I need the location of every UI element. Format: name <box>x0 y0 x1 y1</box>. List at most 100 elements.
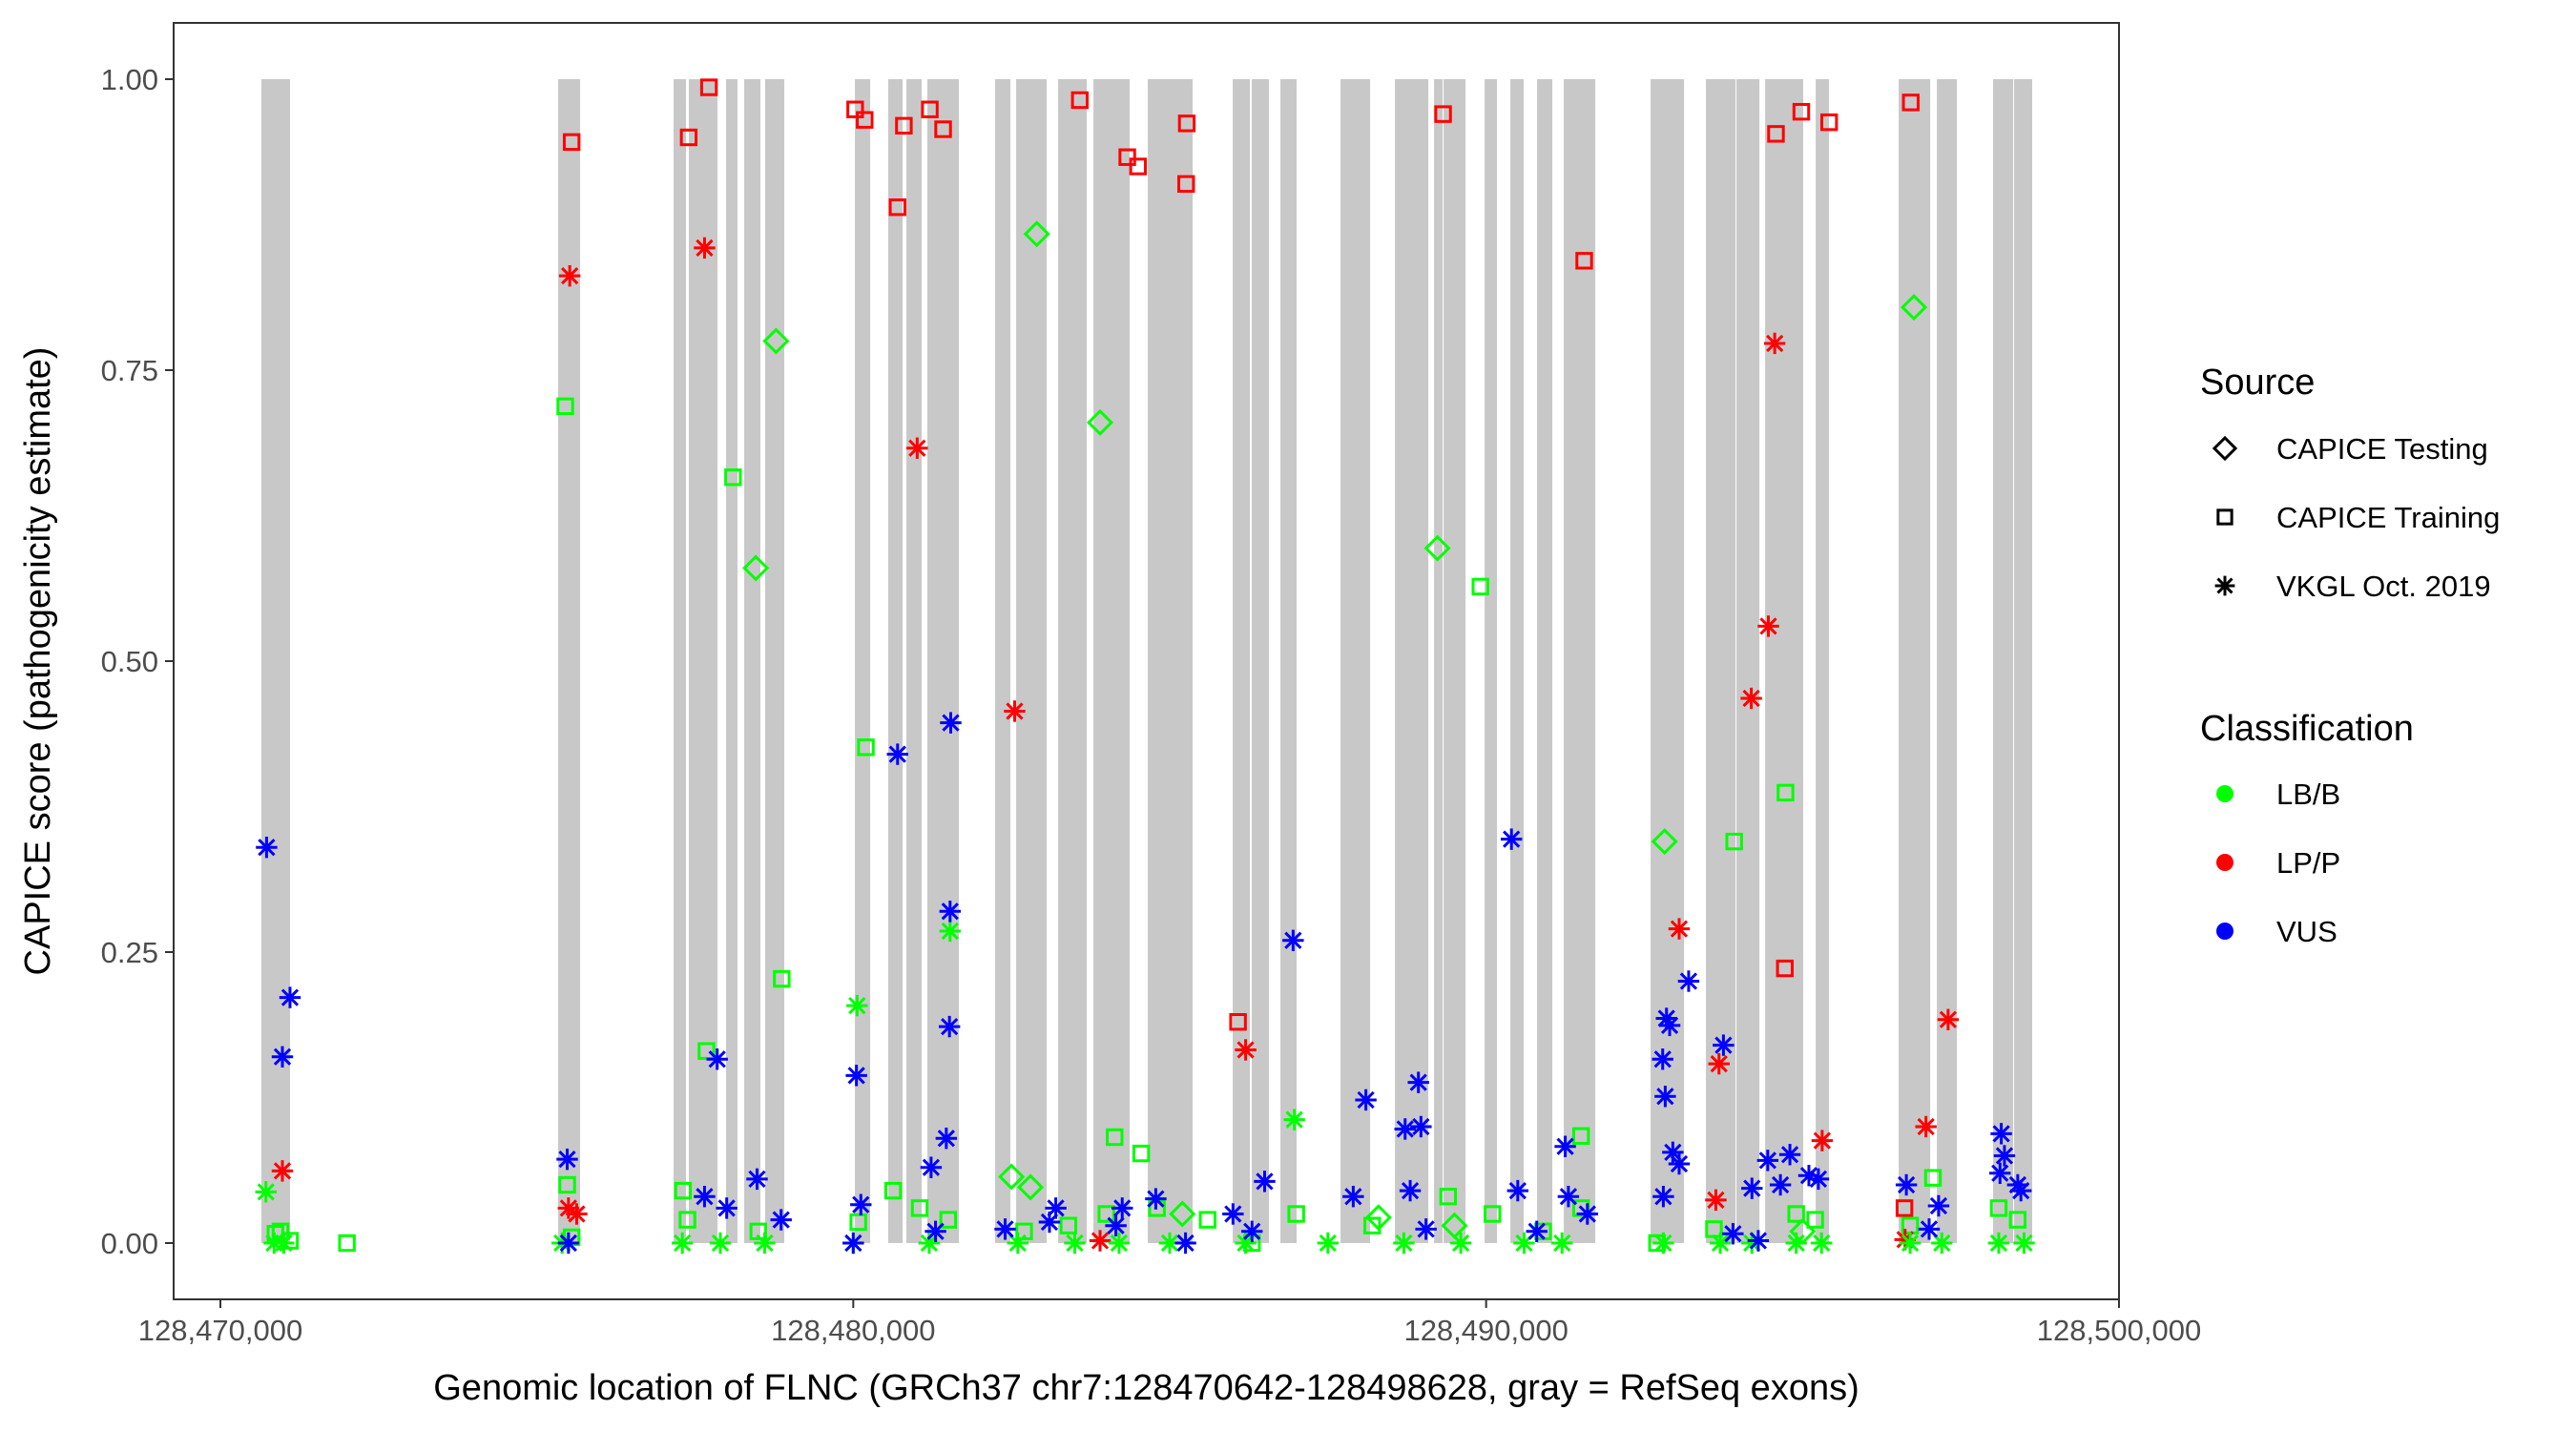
data-point-vkgl-vus-2 <box>271 1046 294 1068</box>
exon-band-20 <box>1340 79 1371 1243</box>
exon-band-26 <box>1537 79 1553 1243</box>
data-points <box>255 78 2035 1255</box>
data-point-training-lbb-22 <box>910 1199 929 1217</box>
data-point-vkgl-lpp-11 <box>1915 1115 1937 1138</box>
legend-label-training: CAPICE Training <box>2276 501 2500 534</box>
exon-band-10 <box>906 79 923 1243</box>
exon-band-21 <box>1395 79 1429 1243</box>
data-point-training-lpp-15 <box>1575 252 1593 270</box>
data-point-vkgl-vus-45 <box>1652 1048 1673 1070</box>
exon-band-12 <box>995 79 1011 1243</box>
data-point-vkgl-vus-24 <box>1105 1214 1127 1236</box>
data-point-training-lbb-31 <box>1439 1188 1458 1206</box>
data-point-vkgl-lbb-0 <box>255 1181 277 1203</box>
data-point-vkgl-lbb-21 <box>1551 1232 1573 1255</box>
data-point-vkgl-vus-11 <box>940 712 962 734</box>
data-point-vkgl-lpp-16 <box>566 1203 588 1225</box>
x-axis-title: Genomic location of FLNC (GRCh37 chr7:12… <box>433 1368 1859 1408</box>
legend: Source CAPICE Testing CAPICE Training VKGL… <box>2200 363 2500 948</box>
data-point-vkgl-vus-57 <box>1769 1173 1792 1196</box>
data-point-vkgl-vus-7 <box>716 1197 737 1219</box>
data-point-vkgl-vus-51 <box>1652 1186 1674 1208</box>
exon-band-6 <box>744 79 761 1243</box>
data-point-vkgl-vus-31 <box>1342 1186 1364 1208</box>
data-point-training-lbb-28 <box>1198 1211 1216 1229</box>
data-point-vkgl-vus-15 <box>920 1156 943 1178</box>
data-point-vkgl-vus-46 <box>1654 1086 1676 1108</box>
data-point-training-lbb-10 <box>1776 783 1795 802</box>
exon-band-23 <box>1444 79 1466 1243</box>
data-point-vkgl-lpp-0 <box>558 264 581 287</box>
data-point-vkgl-vus-14 <box>935 1128 958 1150</box>
legend-key-testing <box>2212 435 2238 462</box>
data-point-training-lpp-6 <box>895 116 913 135</box>
data-point-vkgl-lbb-5 <box>273 1232 295 1255</box>
data-point-training-lbb-41 <box>338 1234 356 1253</box>
data-point-vkgl-vus-43 <box>1576 1203 1598 1225</box>
data-point-training-lpp-3 <box>846 100 864 118</box>
data-point-vkgl-vus-12 <box>939 901 962 923</box>
data-point-vkgl-vus-25 <box>1145 1188 1167 1210</box>
x-tick-label: 128,470,000 <box>138 1314 302 1347</box>
data-point-vkgl-vus-53 <box>1741 1177 1763 1199</box>
data-point-vkgl-vus-47 <box>1658 1014 1681 1037</box>
legend-source-items: CAPICE Testing CAPICE Training VKGL Oct. 2… <box>2212 432 2500 603</box>
data-point-vkgl-vus-56 <box>1797 1165 1820 1187</box>
data-point-vkgl-vus-59 <box>1895 1173 1918 1196</box>
legend-key-vus <box>2216 923 2233 940</box>
data-point-training-lbb-21 <box>883 1181 903 1200</box>
exon-band-34 <box>1937 79 1958 1243</box>
y-tick-label: 0.25 <box>101 936 158 969</box>
data-point-vkgl-lbb-26 <box>1811 1232 1833 1255</box>
data-point-vkgl-vus-35 <box>1410 1115 1432 1138</box>
data-point-vkgl-vus-30 <box>1241 1220 1263 1242</box>
exon-band-28 <box>1651 79 1685 1243</box>
data-point-training-lbb-23 <box>939 1211 958 1229</box>
exon-band-17 <box>1233 79 1251 1243</box>
exon-band-1 <box>260 79 291 1243</box>
data-point-training-lbb-1 <box>724 468 742 487</box>
exon-band-33 <box>1899 79 1931 1243</box>
legend-label-testing: CAPICE Testing <box>2276 432 2488 466</box>
data-point-vkgl-vus-42 <box>1557 1186 1580 1208</box>
data-point-training-lbb-18 <box>678 1211 696 1229</box>
legend-key-lpp <box>2216 854 2233 871</box>
data-point-training-lpp-11 <box>1129 157 1148 176</box>
y-axis: 0.00 0.25 0.50 0.75 1.00 <box>101 63 174 1260</box>
data-point-vkgl-vus-60 <box>1927 1194 1950 1217</box>
y-tick-label: 1.00 <box>101 63 158 96</box>
exon-band-5 <box>726 79 738 1243</box>
data-point-training-lbb-25 <box>1059 1216 1078 1234</box>
data-point-vkgl-vus-55 <box>1778 1144 1801 1166</box>
data-point-vkgl-lbb-7 <box>672 1232 694 1255</box>
data-point-vkgl-vus-26 <box>1174 1232 1196 1255</box>
data-point-vkgl-lpp-4 <box>1235 1039 1257 1061</box>
data-point-training-lbb-39 <box>1989 1199 2008 1217</box>
exon-band-13 <box>1016 79 1048 1243</box>
exon-band-19 <box>1280 79 1298 1243</box>
data-point-vkgl-vus-40 <box>1526 1220 1548 1242</box>
data-point-vkgl-lbb-18 <box>1393 1232 1415 1255</box>
legend-source-title: Source <box>2200 363 2315 403</box>
data-point-vkgl-lbb-8 <box>709 1232 732 1255</box>
data-point-vkgl-lpp-14 <box>271 1160 294 1182</box>
data-point-vkgl-vus-62 <box>1993 1145 2016 1167</box>
data-point-vkgl-lpp-1 <box>694 237 716 259</box>
data-point-training-lbb-0 <box>556 397 574 416</box>
data-point-vkgl-vus-23 <box>1111 1197 1133 1219</box>
data-point-training-lpp-7 <box>921 100 939 118</box>
data-point-training-lbb-4 <box>773 969 791 988</box>
exon-band-11 <box>927 79 960 1243</box>
data-point-training-lbb-24 <box>1015 1222 1033 1240</box>
data-point-training-lbb-26 <box>1097 1205 1115 1223</box>
data-point-vkgl-vus-48 <box>1677 970 1700 992</box>
data-point-vkgl-lpp-8 <box>1740 687 1762 710</box>
data-point-training-lpp-2 <box>699 78 718 96</box>
data-point-vkgl-vus-52 <box>1713 1034 1735 1056</box>
data-point-vkgl-vus-8 <box>746 1168 768 1191</box>
data-point-vkgl-vus-50 <box>1668 1152 1691 1175</box>
data-point-vkgl-vus-22 <box>1038 1211 1061 1234</box>
data-point-training-lbb-17 <box>674 1181 693 1200</box>
data-point-training-lpp-4 <box>856 111 874 129</box>
